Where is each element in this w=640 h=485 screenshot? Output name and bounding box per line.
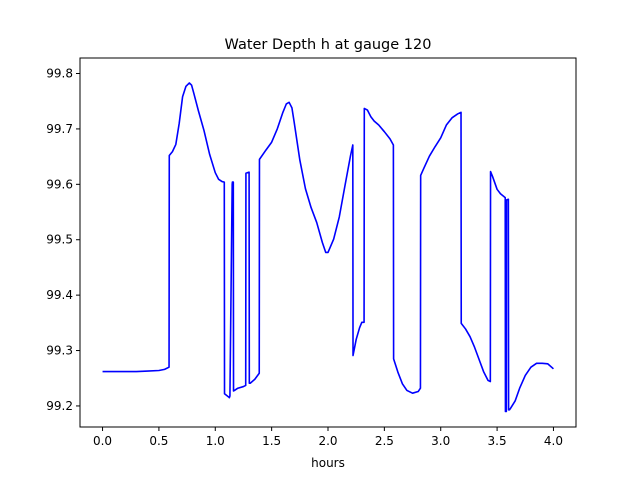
y-tick-label: 99.4	[46, 288, 73, 302]
y-tick-label: 99.5	[46, 233, 73, 247]
y-tick-label: 99.2	[46, 399, 73, 413]
x-tick-label: 0.0	[93, 434, 112, 448]
x-tick-label: 2.5	[375, 434, 394, 448]
plot-area	[102, 82, 554, 413]
x-tick-label: 3.0	[431, 434, 450, 448]
y-tick-label: 99.6	[46, 177, 73, 191]
y-tick-label: 99.7	[46, 122, 73, 136]
x-tick-label: 2.0	[318, 434, 337, 448]
series-line-0	[102, 82, 554, 413]
x-axis-label: hours	[311, 456, 345, 470]
y-tick-label: 99.3	[46, 344, 73, 358]
x-tick-label: 0.5	[149, 434, 168, 448]
y-axis: 99.2 99.3 99.4 99.5 99.6 99.7 99.8	[46, 67, 80, 413]
x-tick-label: 3.5	[488, 434, 507, 448]
chart-title: Water Depth h at gauge 120	[225, 37, 432, 53]
plot-frame	[79, 57, 577, 428]
x-tick-label: 1.5	[262, 434, 281, 448]
y-tick-label: 99.8	[46, 67, 73, 81]
x-tick-label: 1.0	[206, 434, 225, 448]
x-axis: 0.0 0.5 1.0 1.5 2.0 2.5 3.0 3.5 4.0	[93, 427, 563, 448]
x-tick-label: 4.0	[544, 434, 563, 448]
